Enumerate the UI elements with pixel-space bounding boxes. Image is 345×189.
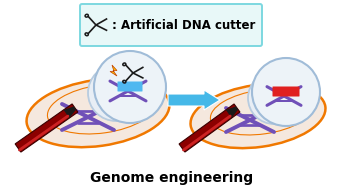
Text: : Artificial DNA cutter: : Artificial DNA cutter	[112, 19, 255, 32]
Ellipse shape	[47, 84, 157, 134]
Circle shape	[132, 72, 134, 74]
Circle shape	[95, 24, 97, 26]
Ellipse shape	[27, 79, 169, 147]
Polygon shape	[63, 106, 76, 118]
FancyBboxPatch shape	[273, 87, 299, 97]
Ellipse shape	[190, 84, 325, 148]
Circle shape	[252, 58, 320, 126]
Polygon shape	[15, 104, 78, 152]
Polygon shape	[110, 65, 117, 76]
Circle shape	[94, 51, 166, 123]
Circle shape	[248, 72, 300, 124]
Polygon shape	[179, 104, 240, 152]
Text: Genome engineering: Genome engineering	[90, 171, 254, 185]
Ellipse shape	[210, 89, 314, 135]
FancyBboxPatch shape	[80, 4, 262, 46]
Polygon shape	[226, 106, 238, 118]
FancyBboxPatch shape	[118, 81, 142, 91]
Circle shape	[88, 65, 144, 121]
FancyArrow shape	[168, 90, 220, 110]
